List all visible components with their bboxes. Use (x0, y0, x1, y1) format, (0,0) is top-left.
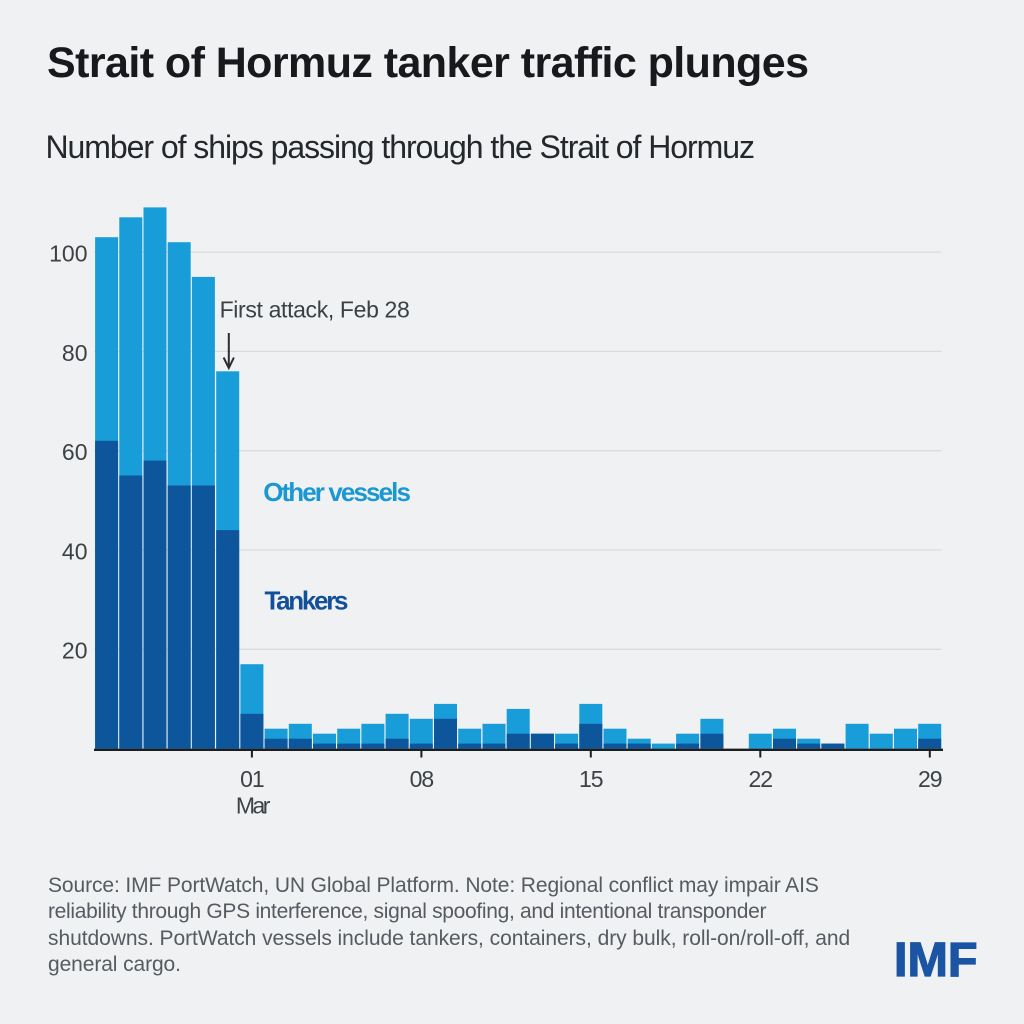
svg-text:First attack, Feb 28: First attack, Feb 28 (220, 297, 410, 323)
svg-text:100: 100 (49, 241, 87, 267)
svg-text:Tankers: Tankers (265, 585, 349, 615)
svg-text:40: 40 (62, 538, 88, 564)
svg-text:Mar: Mar (236, 793, 271, 819)
svg-text:80: 80 (62, 340, 88, 366)
svg-text:29: 29 (918, 766, 942, 792)
svg-text:20: 20 (62, 638, 88, 664)
svg-text:01: 01 (240, 766, 264, 792)
svg-text:08: 08 (410, 766, 434, 792)
svg-text:15: 15 (579, 766, 603, 792)
svg-text:Other vessels: Other vessels (263, 477, 410, 507)
svg-text:60: 60 (62, 439, 88, 465)
svg-text:22: 22 (749, 766, 773, 792)
